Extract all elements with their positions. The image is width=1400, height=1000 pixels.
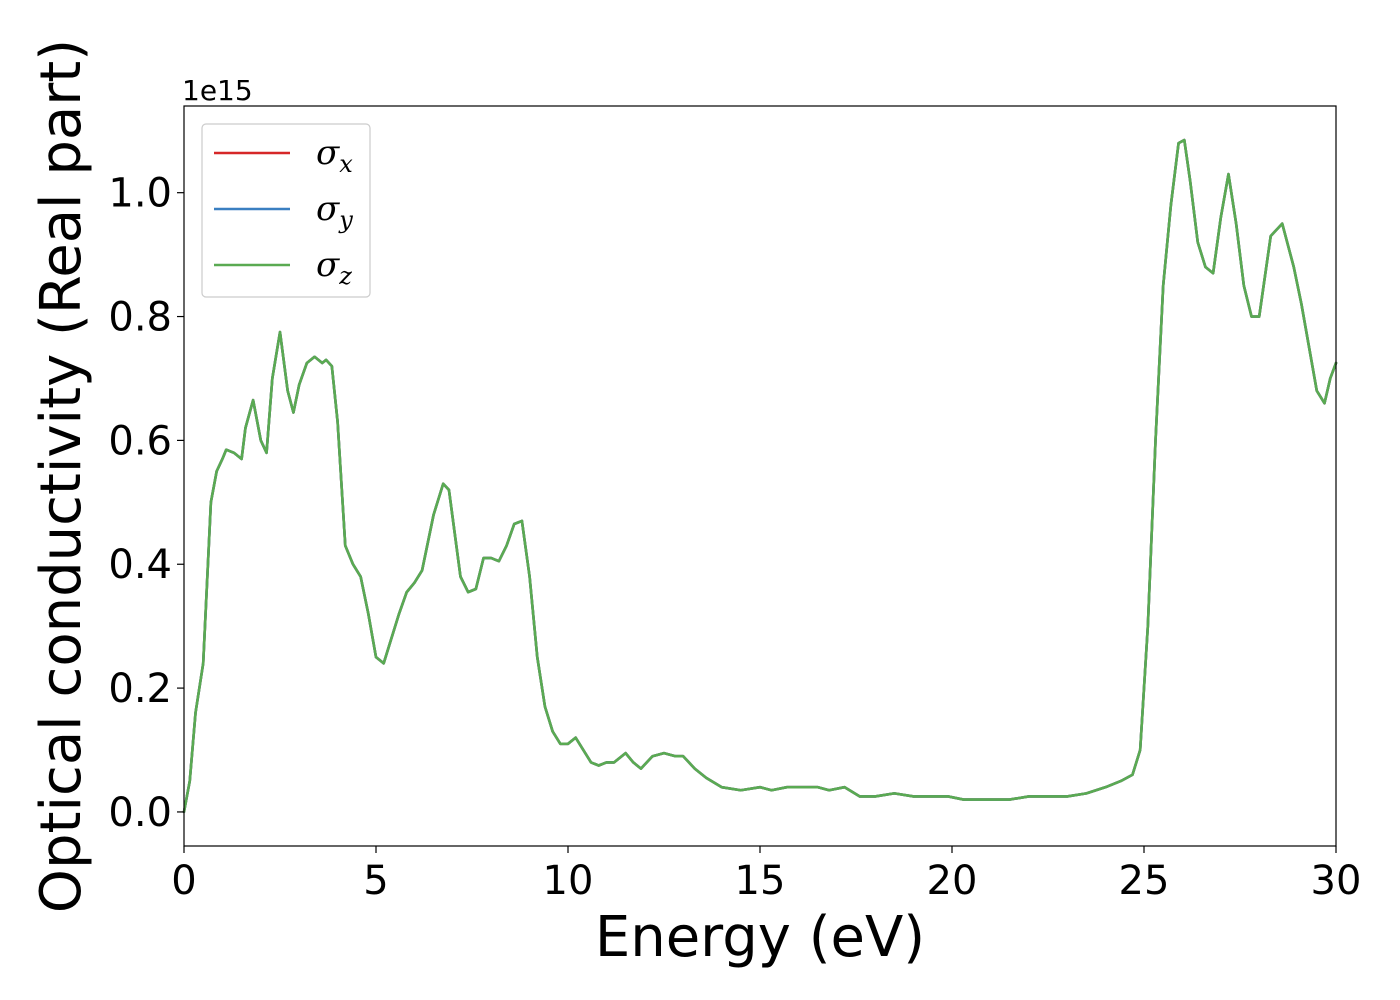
x-tick-label: 25	[1119, 858, 1170, 904]
x-tick-label: 10	[543, 858, 594, 904]
y-axis: 0.0 0.2 0.4 0.6 0.8 1.0	[108, 171, 184, 836]
legend-label-x: σx	[316, 133, 353, 178]
y-tick-label: 0.4	[108, 542, 172, 588]
x-tick-label: 20	[927, 858, 978, 904]
legend: σx σy σz	[201, 123, 371, 298]
x-tick-label: 30	[1311, 858, 1362, 904]
series-line-z	[182, 138, 1338, 814]
y-tick-label: 0.2	[108, 666, 172, 712]
y-tick-label: 0.6	[108, 418, 172, 464]
y-axis-title: Optical conductivity (Real part)	[29, 39, 94, 913]
y-tick-label: 1.0	[108, 171, 172, 217]
x-tick-label: 5	[363, 858, 388, 904]
x-tick-label: 0	[171, 858, 196, 904]
legend-label-z: σz	[316, 245, 352, 290]
series-layer	[182, 138, 1338, 814]
legend-box	[201, 123, 371, 298]
legend-label-y: σy	[316, 189, 353, 234]
y-tick-label: 0.8	[108, 295, 172, 341]
y-tick-label: 0.0	[108, 790, 172, 836]
x-axis: 0 5 10 15 20 25 30	[171, 846, 1361, 904]
x-axis-title: Energy (eV)	[595, 905, 925, 970]
x-tick-label: 15	[735, 858, 786, 904]
y-offset-label: 1e15	[182, 74, 253, 107]
